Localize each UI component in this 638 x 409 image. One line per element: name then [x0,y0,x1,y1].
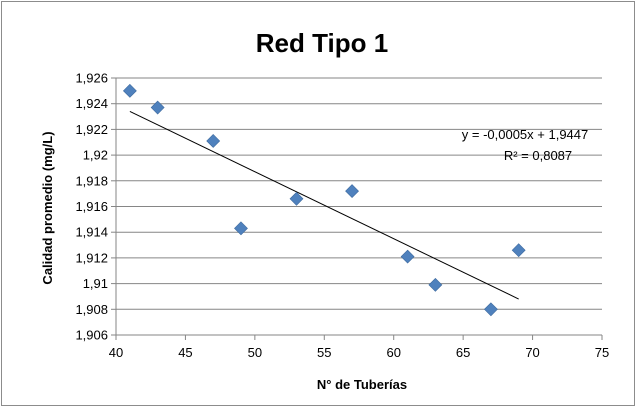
data-point [206,134,221,148]
y-tick-labels: 1,906 1,908 1,91 1,912 1,914 1,916 1,918 1,92 1,… [75,71,108,343]
data-point [428,277,443,292]
x-tick-label: 45 [178,345,192,360]
y-tick-label: 1,924 [75,96,108,111]
x-axis-label: N° de Tuberías [317,377,407,392]
data-points [122,83,526,317]
y-tick-label: 1,912 [75,250,108,265]
y-tick-label: 1,916 [75,199,108,214]
x-tick-label: 55 [317,345,331,360]
y-tick-label: 1,92 [83,148,108,163]
data-point [289,191,304,206]
y-axis-label: Calidad promedio (mg/L) [40,131,55,284]
x-tick-label: 50 [248,345,262,360]
data-point [234,221,248,236]
x-tick-label: 60 [386,345,400,360]
trendline [129,110,519,300]
data-point [150,100,165,115]
x-tick-label: 75 [595,345,609,360]
x-tick-label: 65 [456,345,470,360]
y-tick-label: 1,906 [75,328,108,343]
gridlines [116,77,602,310]
data-point [483,302,498,317]
y-tick-label: 1,908 [75,302,108,317]
chart-title: Red Tipo 1 [256,28,388,58]
trendline-r-squared: R² = 0,8087 [504,148,572,163]
axes [111,77,603,340]
y-tick-label: 1,91 [83,276,108,291]
data-point [345,184,359,199]
y-tick-label: 1,914 [75,225,108,240]
x-tick-label: 40 [109,345,123,360]
data-point [400,249,415,264]
y-tick-label: 1,918 [75,173,108,188]
y-tick-label: 1,926 [75,71,108,86]
data-point [511,243,526,258]
trendline-group [129,110,519,300]
x-tick-labels: 40 45 50 55 60 65 70 75 [109,345,609,360]
data-point [122,83,137,98]
y-tick-label: 1,922 [75,122,108,137]
x-tick-label: 70 [525,345,539,360]
trendline-equation: y = -0,0005x + 1,9447 [462,127,588,142]
